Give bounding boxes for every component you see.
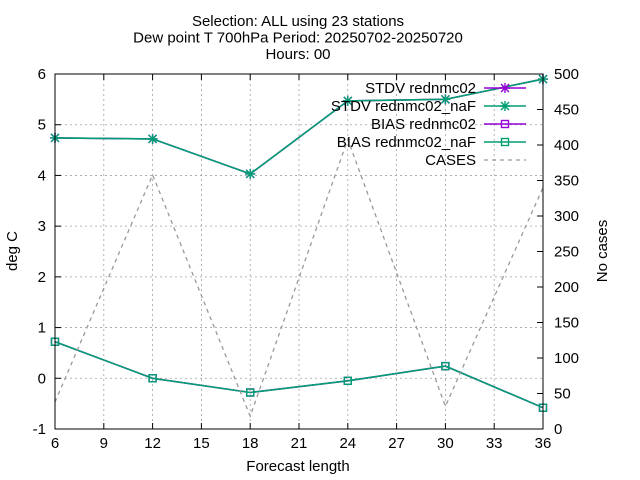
legend-label: CASES xyxy=(425,152,476,169)
plot-series xyxy=(50,74,548,419)
title-line: Dew point T 700hPa Period: 20250702-2025… xyxy=(133,30,463,47)
legend-marker xyxy=(500,137,510,147)
data-point xyxy=(147,133,158,144)
title-line: Selection: ALL using 23 stations xyxy=(192,13,404,30)
legend-marker xyxy=(500,83,510,93)
y2-axis-label: No cases xyxy=(594,220,611,283)
y2-tick-label: 100 xyxy=(554,350,579,367)
y-tick-label: 3 xyxy=(38,218,46,235)
data-point xyxy=(343,376,352,386)
data-point xyxy=(245,388,255,397)
x-tick-label: 24 xyxy=(339,435,356,452)
y2-tick-label: 50 xyxy=(554,386,571,403)
legend-item: CASES xyxy=(425,152,526,169)
legend-label: STDV rednmc02 xyxy=(365,80,476,97)
plot-border xyxy=(54,73,544,430)
title-line: Hours: 00 xyxy=(265,46,330,63)
y-tick-label: 5 xyxy=(38,117,46,134)
x-axis-label: Forecast length xyxy=(246,458,349,475)
data-point xyxy=(342,95,353,106)
y2-tick-label: 350 xyxy=(554,173,579,190)
y-tick-label: 4 xyxy=(38,167,46,184)
legend-marker xyxy=(500,119,510,129)
legend-marker xyxy=(500,101,510,111)
y-axis-label: deg C xyxy=(4,231,21,271)
legend-label: BIAS rednmc02_naF xyxy=(337,134,476,151)
x-tick-label: 27 xyxy=(388,435,405,452)
data-point xyxy=(440,94,451,105)
x-tick-label: 33 xyxy=(486,435,503,452)
legend-item: STDV rednmc02 xyxy=(365,80,526,97)
y-axis-left: -1 0 1 2 3 4 5 6 xyxy=(33,66,61,438)
y-tick-label: 0 xyxy=(38,370,46,387)
x-tick-label: 12 xyxy=(144,435,161,452)
x-tick-label: 30 xyxy=(437,435,454,452)
y-axis-right: 0 50 100 150 200 250 300 350 400 450 500 xyxy=(537,66,579,438)
data-point xyxy=(148,374,157,383)
series-line xyxy=(54,341,544,409)
x-axis: 6 9 12 15 18 21 24 27 30 33 36 xyxy=(51,74,552,452)
x-tick-label: 36 xyxy=(535,435,552,452)
y2-tick-label: 500 xyxy=(554,66,579,83)
series-line xyxy=(54,78,544,175)
x-tick-label: 21 xyxy=(291,435,308,452)
y2-tick-label: 400 xyxy=(554,137,579,154)
x-tick-label: 9 xyxy=(100,435,108,452)
y-tick-label: 1 xyxy=(38,320,46,337)
y2-tick-label: 450 xyxy=(554,102,579,119)
y2-tick-label: 250 xyxy=(554,244,579,261)
y2-tick-label: 200 xyxy=(554,279,579,296)
data-point xyxy=(441,361,450,371)
legend-label: STDV rednmc02_naF xyxy=(331,98,476,115)
y-tick-label: 6 xyxy=(38,66,46,83)
y-tick-label: 2 xyxy=(38,269,46,286)
y-tick-label: -1 xyxy=(33,421,46,438)
x-tick-label: 18 xyxy=(242,435,259,452)
y2-tick-label: 300 xyxy=(554,208,579,225)
y2-tick-label: 0 xyxy=(554,421,562,438)
legend-item: STDV rednmc02_naF xyxy=(331,98,526,115)
data-point xyxy=(245,168,256,179)
legend-label: BIAS rednmc02 xyxy=(371,116,476,133)
x-tick-label: 15 xyxy=(193,435,210,452)
y2-tick-label: 150 xyxy=(554,315,579,332)
legend-item: BIAS rednmc02_naF xyxy=(337,134,526,151)
x-tick-label: 6 xyxy=(51,435,59,452)
legend-item: BIAS rednmc02 xyxy=(371,116,526,133)
